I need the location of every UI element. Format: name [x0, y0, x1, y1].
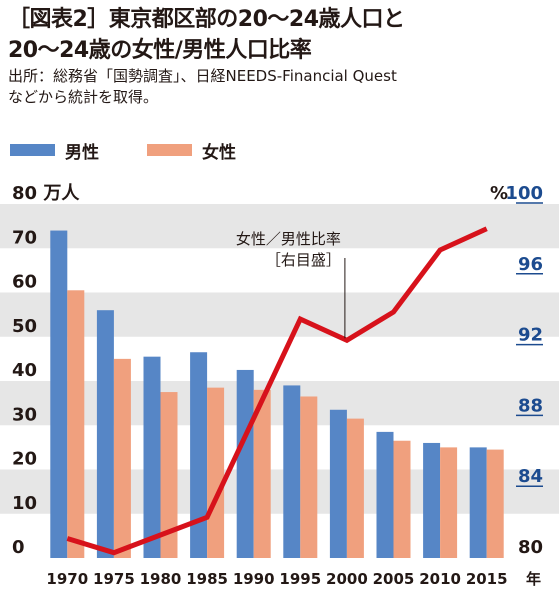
chart-title-line-1: ［図表2］東京都区部の20〜24歳人口と	[8, 7, 405, 32]
right-tick-label: 100	[505, 183, 543, 204]
bar-male	[143, 356, 161, 558]
x-axis: 1970 1975 1980 1985 1990 1995 2000 2005 2010 2015…	[46, 570, 541, 588]
bar-female	[346, 418, 364, 558]
ratio-line	[66, 226, 488, 556]
left-tick-label: 40	[12, 360, 37, 381]
x-tick-label: 1990	[233, 570, 275, 588]
bar-male	[423, 442, 441, 558]
bar-male	[50, 230, 68, 559]
left-axis-unit: 80 万人	[12, 183, 80, 204]
grid-band	[0, 469, 559, 514]
bar-female	[253, 389, 271, 558]
right-tick-label: 88	[518, 395, 543, 416]
ratio-label-line-1: 女性／男性比率	[236, 230, 341, 248]
left-tick-label: 60	[12, 272, 37, 293]
bar-male	[236, 369, 254, 558]
bar-male	[190, 352, 208, 558]
source-note: 出所：総務省「国勢調査」、日経NEEDS-Financial Quest などか…	[8, 66, 553, 108]
right-tick-label: 92	[518, 325, 543, 346]
legend-swatch-male	[10, 144, 55, 156]
bar-male	[283, 385, 301, 558]
left-tick-label: 70	[12, 227, 37, 248]
legend-item-male: 男性	[10, 138, 99, 163]
bar-female	[207, 387, 225, 558]
bar-male	[329, 409, 347, 558]
source-note-line-1: 出所：総務省「国勢調査」、日経NEEDS-Financial Quest	[8, 67, 397, 85]
bar-female	[300, 396, 318, 558]
bar-female	[160, 392, 178, 558]
bar-female	[67, 290, 85, 558]
legend-item-female: 女性	[147, 138, 236, 163]
x-tick-label: 2010	[419, 570, 461, 588]
x-tick-label: 1975	[93, 570, 135, 588]
chart-title-line-2: 20〜24歳の女性/男性人口比率	[8, 38, 312, 63]
x-tick-label: 2005	[373, 570, 415, 588]
x-tick-label: 1970	[46, 570, 88, 588]
x-tick-label: 2000	[326, 570, 368, 588]
left-tick-label: 50	[12, 316, 37, 337]
x-tick-label: 1995	[279, 570, 321, 588]
x-tick-label: 1980	[140, 570, 182, 588]
right-axis-unit: %	[490, 183, 508, 204]
bar-male	[376, 431, 394, 558]
right-axis: 80 84 88 92 96 100%	[490, 183, 543, 558]
x-tick-label: 1985	[186, 570, 228, 588]
source-note-line-2: などから統計を取得。	[8, 88, 159, 106]
bar-female	[393, 440, 411, 558]
grid-band	[0, 381, 559, 426]
right-tick-label: 84	[518, 466, 543, 487]
left-tick-label: 0	[12, 537, 25, 558]
grid-band	[0, 292, 559, 337]
bar-male	[469, 447, 487, 558]
bar-female	[440, 447, 458, 558]
left-axis: 0 10 20 30 40 50 60 70 80 万人	[12, 183, 80, 558]
left-tick-label: 20	[12, 449, 37, 470]
x-tick-label: 2015	[466, 570, 508, 588]
right-tick-label: 80	[518, 537, 543, 558]
x-axis-unit: 年	[526, 570, 541, 588]
legend: 男性 女性	[10, 138, 284, 163]
chart-title: ［図表2］東京都区部の20〜24歳人口と 20〜24歳の女性/男性人口比率	[8, 4, 553, 66]
left-tick-label: 30	[12, 404, 37, 425]
left-tick-label: 10	[12, 493, 37, 514]
bar-female	[486, 449, 504, 558]
ratio-label-line-2: ［右目盛］	[266, 251, 341, 269]
legend-label-female: 女性	[202, 142, 236, 163]
grid-bands	[0, 204, 559, 514]
bar-female	[113, 358, 131, 558]
bar-male	[96, 310, 114, 558]
right-tick-label: 96	[518, 254, 543, 275]
bars	[50, 230, 504, 559]
legend-swatch-female	[147, 144, 192, 156]
ratio-line-layer: 女性／男性比率 ［右目盛］	[66, 226, 488, 556]
legend-label-male: 男性	[65, 142, 99, 163]
